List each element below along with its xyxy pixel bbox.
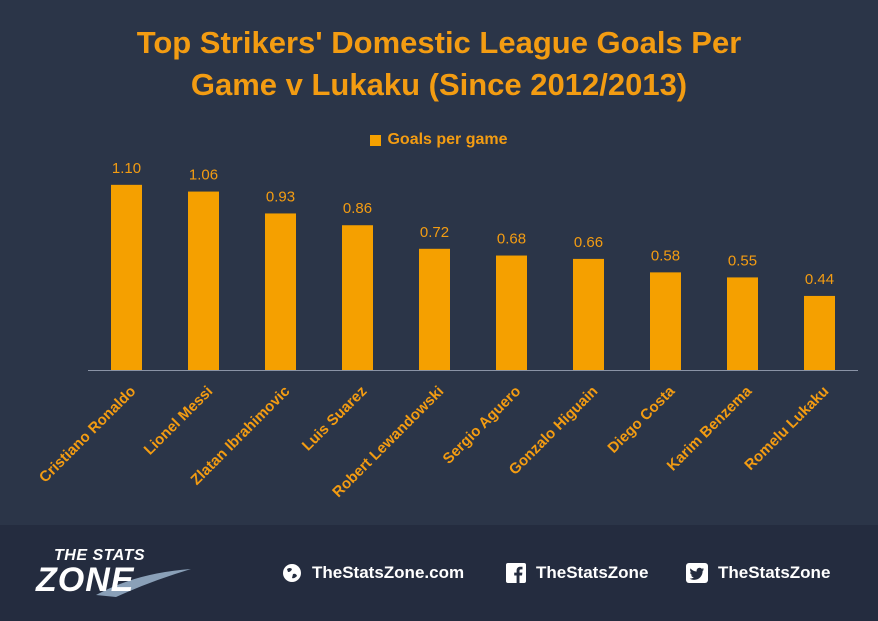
x-tick-label: Diego Costa <box>604 382 678 456</box>
chart-title: Top Strikers' Domestic League Goals Per … <box>136 25 742 102</box>
logo-main-text: ZONE <box>36 561 135 599</box>
logo-top-text: THE STATS <box>54 547 146 564</box>
x-tick-label: Sergio Aguero <box>440 383 525 468</box>
data-label: 0.44 <box>805 271 834 288</box>
data-label: 0.58 <box>651 247 680 264</box>
website-text: TheStatsZone.com <box>312 563 465 582</box>
twitter-link[interactable]: TheStatsZone <box>686 563 830 583</box>
data-label: 0.93 <box>266 188 295 205</box>
legend-label: Goals per game <box>387 131 508 148</box>
bar <box>727 277 758 370</box>
facebook-icon <box>506 563 526 583</box>
legend: Goals per game <box>0 131 878 149</box>
x-tick-label: Luis Suarez <box>299 383 371 455</box>
stats-zone-logo: THE STATS ZONE <box>36 545 191 605</box>
website-link[interactable]: TheStatsZone.com <box>282 563 464 583</box>
x-tick-label: Romelu Lukaku <box>741 383 832 474</box>
data-label: 0.72 <box>420 224 449 241</box>
bar <box>573 258 604 370</box>
data-label: 0.68 <box>497 231 526 248</box>
bar <box>342 225 373 370</box>
logo-swoosh-icon <box>96 569 191 597</box>
data-label: 0.66 <box>574 234 603 251</box>
x-tick-label: Lionel Messi <box>141 383 217 459</box>
bar <box>804 295 835 370</box>
bar <box>188 191 219 370</box>
globe-icon <box>283 564 301 582</box>
bar <box>650 272 681 370</box>
data-label: 0.55 <box>728 252 757 269</box>
footer: THE STATS ZONE TheStatsZone.com TheStats… <box>0 525 878 621</box>
facebook-link[interactable]: TheStatsZone <box>506 563 648 583</box>
bar <box>419 248 450 370</box>
x-tick-label: Cristiano Ronaldo <box>36 383 139 486</box>
chart-panel: Top Strikers' Domestic League Goals Per … <box>0 25 878 501</box>
bar <box>265 213 296 370</box>
data-label: 0.86 <box>343 200 372 217</box>
legend-swatch <box>370 134 382 146</box>
twitter-icon <box>686 563 708 583</box>
bar <box>111 184 142 370</box>
bar <box>496 255 527 370</box>
facebook-text: TheStatsZone <box>536 563 649 582</box>
bar-chart: 1.10 Cristiano Ronaldo 1.06 Lionel Messi 0.9… <box>36 160 858 501</box>
data-label: 1.06 <box>189 167 218 184</box>
data-label: 1.10 <box>112 160 141 177</box>
twitter-text: TheStatsZone <box>718 563 831 582</box>
